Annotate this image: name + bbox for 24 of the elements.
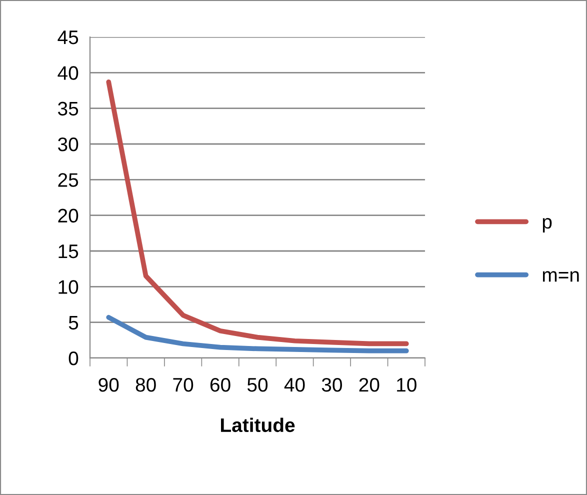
y-tick-label: 25	[58, 173, 78, 187]
y-tick-label: 30	[58, 137, 78, 152]
y-tick-label: 10	[58, 280, 78, 294]
x-tick-label: 70	[173, 378, 194, 392]
x-tick-label: 20	[359, 378, 380, 392]
legend-label: m=n	[542, 271, 579, 282]
y-tick-label: 40	[58, 66, 78, 80]
x-tick-label: 80	[136, 378, 156, 392]
x-tick-label: 50	[247, 378, 268, 392]
y-tick-label: 45	[58, 30, 78, 44]
y-tick-label: 15	[58, 244, 78, 258]
line-series	[106, 314, 409, 354]
y-tick-label: 20	[58, 208, 78, 223]
line-series	[106, 80, 409, 346]
x-tick-label: 40	[284, 378, 305, 392]
x-axis-title: Latitude	[221, 418, 295, 432]
y-tick-label: 0	[68, 351, 78, 366]
y-tick-label: 5	[68, 316, 78, 330]
x-tick-label: 60	[210, 378, 230, 392]
legend-label: p	[542, 218, 552, 232]
x-tick-label: 10	[397, 378, 416, 392]
x-tick-label: 30	[322, 378, 342, 392]
x-tick-label: 90	[98, 378, 119, 392]
y-tick-label: 35	[58, 102, 78, 116]
